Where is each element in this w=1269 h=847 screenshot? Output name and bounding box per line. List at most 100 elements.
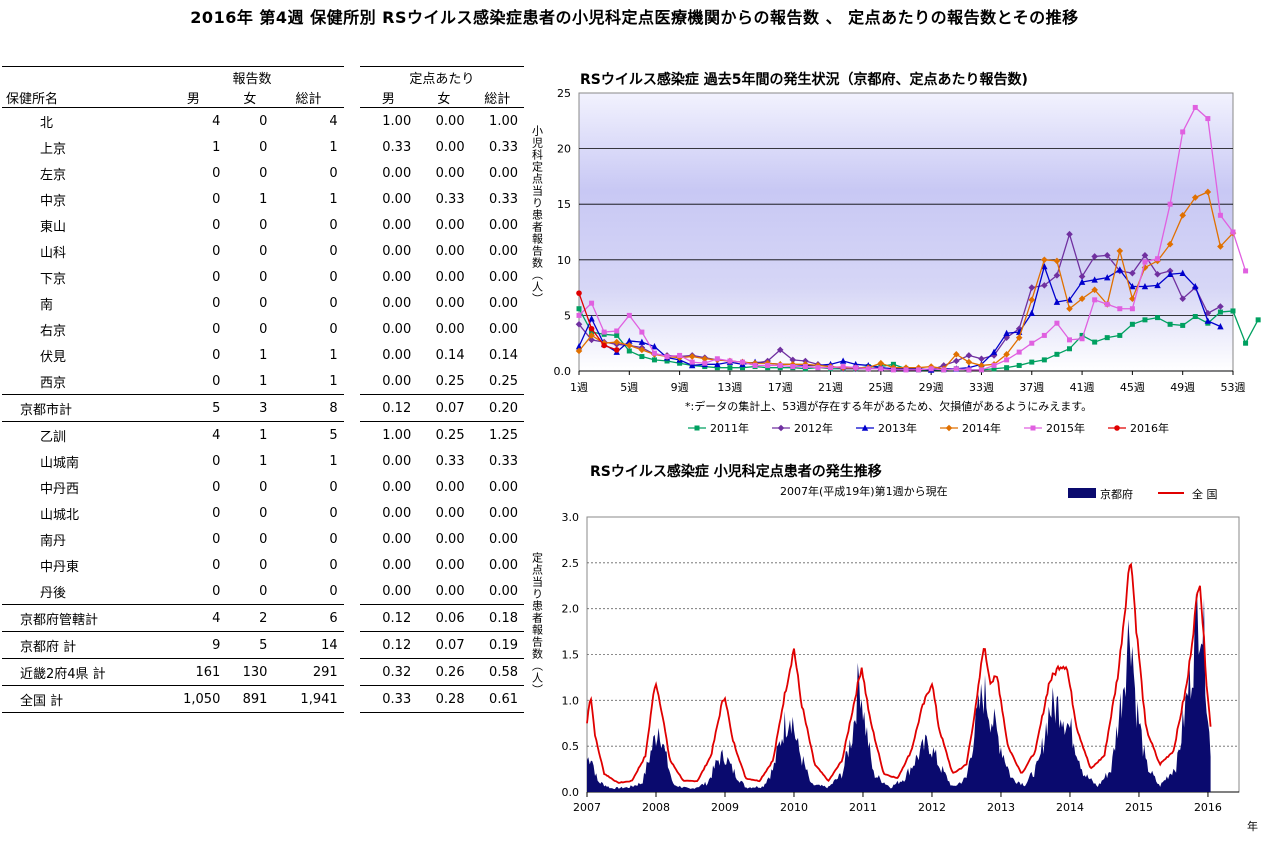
x-tick-label: 2008 bbox=[642, 801, 670, 814]
data-point bbox=[953, 366, 959, 372]
female-count: 3 bbox=[226, 394, 274, 422]
data-point bbox=[1205, 116, 1211, 122]
chart-subtitle: 2007年(平成19年)第1週から現在 bbox=[780, 484, 948, 498]
female-per-sentinel: 0.00 bbox=[435, 139, 465, 155]
data-point bbox=[714, 356, 720, 362]
total-count: 0 bbox=[329, 269, 338, 285]
female-count: 0 bbox=[226, 578, 274, 605]
legend-marker bbox=[1030, 425, 1036, 431]
col-pf-header: 女 bbox=[417, 87, 471, 108]
data-point bbox=[978, 367, 984, 373]
data-point bbox=[1217, 212, 1223, 218]
male-count: 0 bbox=[212, 295, 221, 311]
legend-marker bbox=[694, 425, 700, 431]
table-row: 中丹西 0 0 0 0.00 0.00 0.00 bbox=[2, 474, 524, 500]
table-row: 伏見 0 1 1 0.00 0.14 0.14 bbox=[2, 342, 524, 368]
data-point bbox=[1204, 309, 1212, 317]
legend-label: 2015年 bbox=[1046, 421, 1085, 435]
table-row: 西京 0 1 1 0.00 0.25 0.25 bbox=[2, 368, 524, 395]
male-per-sentinel: 0.00 bbox=[343, 238, 418, 264]
data-point bbox=[1016, 362, 1022, 368]
col-male-header: 男 bbox=[160, 87, 227, 108]
table-row: 左京 0 0 0 0.00 0.00 0.00 bbox=[2, 160, 524, 186]
table-row: 京都府管轄計 4 2 6 0.12 0.06 0.18 bbox=[2, 604, 524, 632]
male-per-sentinel: 0.33 bbox=[343, 685, 418, 713]
data-point bbox=[1054, 351, 1060, 357]
data-point bbox=[1117, 332, 1123, 338]
y-tick-label: 3.0 bbox=[562, 511, 580, 524]
data-point bbox=[1078, 278, 1086, 285]
legend-label: 京都府 bbox=[1100, 487, 1133, 501]
data-point bbox=[651, 343, 658, 350]
data-point bbox=[1015, 334, 1023, 341]
data-point bbox=[990, 348, 998, 355]
data-point bbox=[1003, 351, 1010, 358]
data-point bbox=[777, 362, 783, 368]
data-point bbox=[1104, 335, 1110, 341]
row-name: 中丹東 bbox=[40, 559, 80, 575]
data-point bbox=[614, 332, 620, 338]
female-per-sentinel: 0.26 bbox=[417, 658, 471, 686]
data-point bbox=[613, 338, 621, 346]
series-line-national bbox=[586, 562, 1212, 784]
data-point bbox=[575, 320, 583, 328]
row-name: 南 bbox=[40, 297, 54, 313]
female-per-sentinel: 0.00 bbox=[435, 217, 465, 233]
total-per-sentinel: 1.00 bbox=[489, 113, 518, 129]
total-per-sentinel: 0.33 bbox=[489, 453, 518, 469]
female-count: 1 bbox=[259, 453, 268, 469]
male-per-sentinel: 0.12 bbox=[343, 631, 418, 659]
male-count: 4 bbox=[212, 427, 221, 443]
data-point bbox=[1179, 295, 1186, 303]
row-name: 丹後 bbox=[2, 578, 161, 605]
female-count: 1 bbox=[259, 191, 268, 207]
data-point bbox=[890, 361, 896, 367]
female-per-sentinel: 0.00 bbox=[435, 321, 465, 337]
male-per-sentinel: 0.12 bbox=[343, 604, 418, 632]
data-point bbox=[626, 337, 633, 344]
data-point bbox=[1142, 259, 1148, 265]
legend-label: 2011年 bbox=[710, 421, 749, 435]
data-point bbox=[990, 352, 998, 359]
total-per-sentinel: 0.00 bbox=[489, 321, 518, 337]
x-tick-label: 2016 bbox=[1194, 801, 1222, 814]
data-point bbox=[638, 346, 646, 354]
y-tick-label: 2.0 bbox=[562, 603, 580, 616]
data-point bbox=[588, 315, 595, 322]
header-per-sentinel: 定点あたり bbox=[343, 66, 524, 87]
male-per-sentinel: 0.00 bbox=[343, 186, 418, 212]
data-point bbox=[1155, 315, 1161, 321]
data-point bbox=[1179, 212, 1186, 219]
male-count: 4 bbox=[212, 113, 221, 129]
male-per-sentinel: 0.00 bbox=[343, 264, 418, 290]
data-point bbox=[714, 360, 721, 368]
total-per-sentinel: 0.33 bbox=[489, 139, 518, 155]
total-count: 0 bbox=[329, 321, 338, 337]
total-count: 4 bbox=[329, 113, 338, 129]
total-per-sentinel: 1.25 bbox=[489, 427, 518, 443]
row-name: 全国 計 bbox=[2, 685, 161, 713]
female-count: 0 bbox=[259, 165, 268, 181]
female-count: 1 bbox=[259, 427, 268, 443]
male-per-sentinel: 0.12 bbox=[343, 394, 418, 422]
y-tick-label: 0.5 bbox=[562, 740, 580, 753]
x-tick-label: 2007 bbox=[573, 801, 601, 814]
data-point bbox=[765, 362, 771, 368]
total-per-sentinel: 0.61 bbox=[470, 685, 524, 713]
data-point bbox=[878, 366, 884, 372]
female-count: 2 bbox=[226, 604, 274, 632]
data-point bbox=[601, 342, 607, 349]
male-per-sentinel: 0.00 bbox=[343, 552, 418, 578]
row-name: 京都市計 bbox=[2, 394, 161, 422]
data-point bbox=[1091, 276, 1098, 283]
total-per-sentinel: 0.00 bbox=[489, 531, 518, 547]
data-point bbox=[1041, 332, 1047, 338]
data-point bbox=[1066, 230, 1073, 238]
chart-past-5-years: 0.0 5 10 15 20 25 1週 5週 9週 13週 17週 21週 25週 29週 33週 37週 4… bbox=[531, 71, 1261, 435]
data-point bbox=[1217, 323, 1224, 330]
female-per-sentinel: 0.00 bbox=[435, 479, 465, 495]
row-name: 上京 bbox=[40, 141, 67, 157]
col-name-header: 保健所名 bbox=[2, 87, 161, 108]
total-per-sentinel: 0.00 bbox=[489, 295, 518, 311]
male-per-sentinel: 0.00 bbox=[343, 368, 418, 395]
